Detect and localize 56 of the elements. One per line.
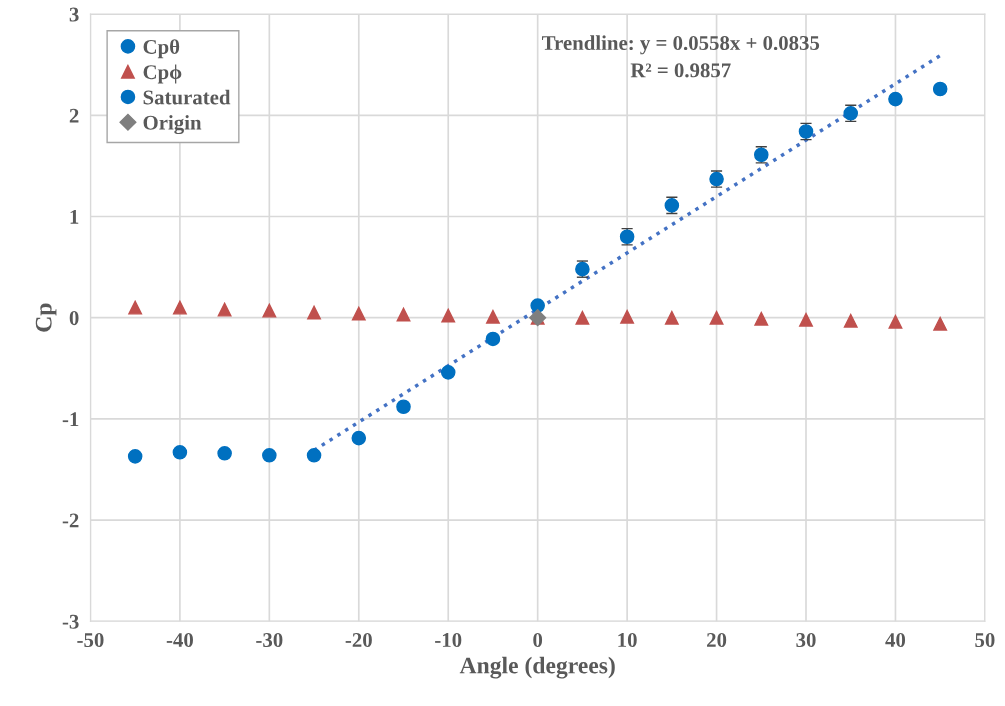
point bbox=[485, 331, 501, 347]
x-tick-label: 20 bbox=[707, 632, 727, 648]
point bbox=[262, 303, 277, 318]
x-axis-title: Angle (degrees) bbox=[459, 656, 615, 679]
point bbox=[933, 316, 948, 331]
y-tick-label: -3 bbox=[62, 614, 79, 629]
y-tick-label: 3 bbox=[69, 7, 79, 22]
point bbox=[664, 310, 679, 325]
legend-label: Cpϕ bbox=[143, 64, 182, 84]
point bbox=[620, 309, 635, 324]
point bbox=[262, 448, 277, 463]
y-tick-label: 1 bbox=[70, 209, 79, 224]
point bbox=[575, 310, 590, 325]
point bbox=[217, 302, 232, 317]
point bbox=[888, 91, 903, 107]
annotation: Trendline: y = 0.0558x + 0.0835 bbox=[542, 35, 820, 55]
x-tick-label: -20 bbox=[345, 632, 372, 648]
point bbox=[799, 312, 813, 327]
point bbox=[888, 314, 903, 329]
x-tick-label: -40 bbox=[166, 632, 193, 648]
y-tick-label: -2 bbox=[62, 513, 79, 528]
x-tick-label: 40 bbox=[885, 632, 906, 648]
point bbox=[486, 309, 500, 324]
point bbox=[396, 399, 411, 415]
y-tick-label: 2 bbox=[69, 108, 79, 123]
legend-label: Origin bbox=[143, 115, 202, 135]
point bbox=[843, 313, 858, 328]
y-tick-label: 0 bbox=[69, 311, 79, 326]
point bbox=[440, 365, 456, 380]
point bbox=[709, 310, 724, 325]
y-tick-label: -1 bbox=[62, 412, 79, 427]
point bbox=[217, 446, 232, 461]
x-tick-label: 10 bbox=[618, 632, 637, 648]
legend-label: Saturated bbox=[143, 89, 231, 105]
point bbox=[754, 311, 769, 326]
point bbox=[172, 444, 188, 460]
x-tick-label: 50 bbox=[975, 632, 995, 648]
point bbox=[127, 449, 143, 464]
point bbox=[306, 448, 322, 463]
x-tick-label: -30 bbox=[256, 632, 283, 648]
point bbox=[351, 306, 366, 321]
legend-label: Cpθ bbox=[143, 39, 180, 59]
point bbox=[441, 308, 456, 323]
point bbox=[307, 305, 322, 320]
x-tick-label: -10 bbox=[435, 632, 462, 648]
x-tick-label: 30 bbox=[796, 632, 816, 648]
point bbox=[396, 307, 411, 322]
point bbox=[172, 300, 187, 315]
x-tick-label: -50 bbox=[77, 632, 104, 648]
x-tick-label: 0 bbox=[533, 632, 543, 648]
y-axis-title: Cp bbox=[35, 303, 57, 332]
point bbox=[530, 298, 545, 313]
point bbox=[932, 81, 948, 97]
point bbox=[128, 300, 143, 315]
point bbox=[351, 430, 367, 446]
annotation: R² = 0.9857 bbox=[630, 63, 731, 78]
